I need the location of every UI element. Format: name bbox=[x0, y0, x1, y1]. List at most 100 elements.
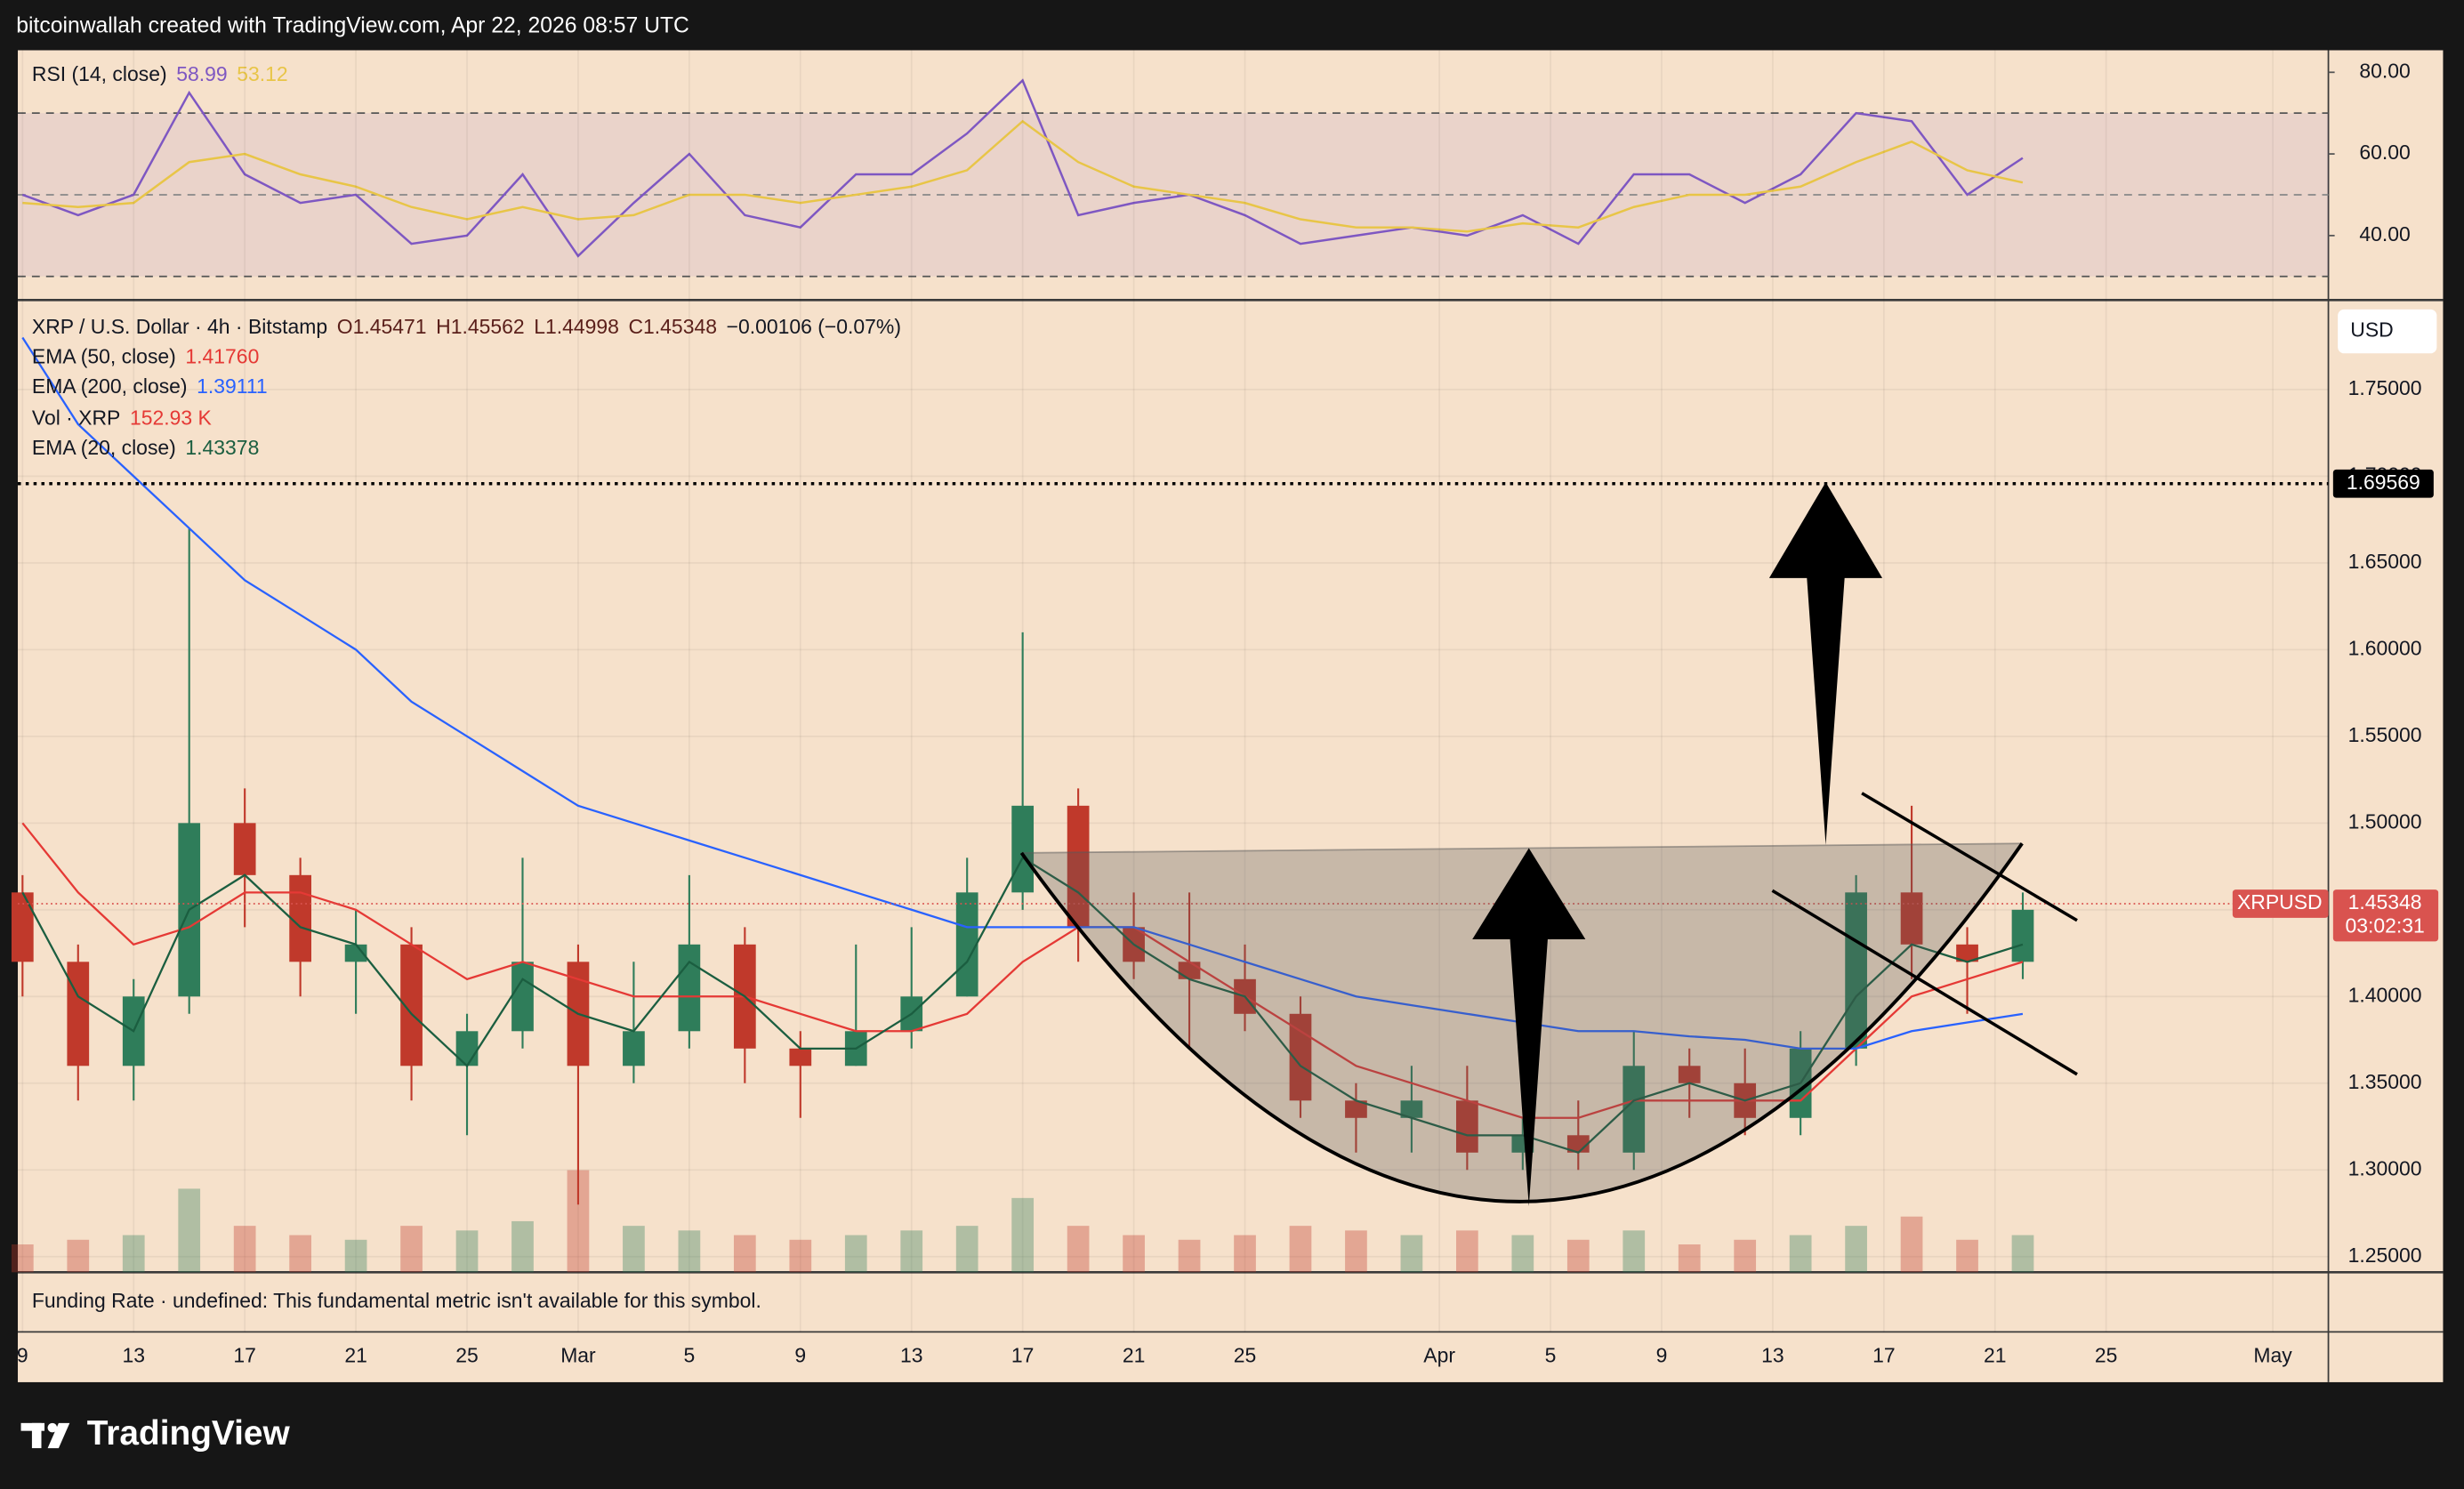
legend-text: 152.93 K bbox=[130, 406, 213, 430]
candle-body bbox=[289, 874, 311, 962]
volume-bar bbox=[1456, 1230, 1478, 1273]
volume-bar bbox=[623, 1226, 645, 1273]
candle-body bbox=[678, 944, 701, 1032]
volume-bar bbox=[233, 1226, 256, 1273]
volume-bar bbox=[511, 1220, 534, 1273]
x-tick-label: 25 bbox=[455, 1344, 479, 1367]
symbol-label: XRPUSD bbox=[2237, 890, 2323, 914]
volume-bar bbox=[344, 1239, 367, 1273]
rsi-line bbox=[21, 78, 2024, 258]
ema-line bbox=[21, 856, 2024, 1155]
x-tick-label: 21 bbox=[1123, 1344, 1146, 1367]
arrow bbox=[1472, 848, 1586, 1207]
x-tick-label: 21 bbox=[344, 1344, 367, 1367]
legend-text: EMA (200, close) bbox=[32, 374, 188, 398]
y-tick-label: 40.00 bbox=[2359, 222, 2410, 245]
symbol-label-box bbox=[2232, 889, 2329, 918]
last-price-label: 1.45348 bbox=[2348, 890, 2422, 914]
legend-text: C1.45348 bbox=[628, 315, 716, 338]
candle-body bbox=[11, 892, 34, 962]
volume-bar bbox=[1900, 1216, 1923, 1273]
candle-body bbox=[455, 1031, 479, 1066]
candle-body bbox=[344, 944, 367, 962]
x-tick-label: 17 bbox=[1872, 1344, 1896, 1367]
x-tick-label: 5 bbox=[1545, 1344, 1557, 1367]
x-tick-label: Apr bbox=[1423, 1344, 1455, 1367]
legend-text: −0.00106 (−0.07%) bbox=[727, 315, 901, 338]
price-pane: 9 13 17 21 25 Mar 5 9 13 17 21 25 Apr 5 9 13 17 21 25 May 1.… bbox=[11, 50, 2439, 1367]
candle-body bbox=[1845, 892, 1867, 1049]
trend-line bbox=[1771, 889, 2078, 1076]
volume-bar bbox=[1734, 1239, 1757, 1273]
volume-bar bbox=[789, 1239, 812, 1273]
y-tick-label: 1.60000 bbox=[2348, 636, 2422, 659]
volume-bar bbox=[733, 1235, 756, 1273]
candle-body bbox=[789, 1048, 812, 1066]
logo-part bbox=[31, 1422, 42, 1449]
candle-body bbox=[1345, 1100, 1367, 1118]
candle-body bbox=[1678, 1066, 1701, 1083]
legend-text: XRP / U.S. Dollar · 4h · Bitstamp bbox=[32, 315, 327, 338]
volume-bar bbox=[844, 1235, 867, 1273]
candle-body bbox=[623, 1031, 645, 1066]
logo-part bbox=[47, 1422, 70, 1449]
candle-body bbox=[67, 962, 90, 1066]
funding-text: Funding Rate · undefined: This fundament… bbox=[32, 1289, 761, 1312]
candle-body bbox=[2011, 909, 2034, 962]
y-tick-label: 60.00 bbox=[2359, 141, 2410, 164]
countdown-label: 03:02:31 bbox=[2345, 914, 2424, 938]
x-tick-label: 5 bbox=[683, 1344, 695, 1367]
volume-bar bbox=[1067, 1226, 1090, 1273]
header-text: bitcoinwallah created with TradingView.c… bbox=[16, 14, 689, 38]
y-tick-label: 1.55000 bbox=[2348, 723, 2422, 746]
volume-bar bbox=[178, 1188, 201, 1273]
last-price-box bbox=[2332, 889, 2439, 942]
volume-bar bbox=[1123, 1235, 1145, 1273]
cup-curve bbox=[1019, 842, 2024, 1203]
x-tick-label: 17 bbox=[1011, 1344, 1035, 1367]
x-tick-label: 13 bbox=[900, 1344, 923, 1367]
candle-body bbox=[1011, 805, 1035, 893]
volume-bar bbox=[1678, 1244, 1701, 1273]
y-tick-label: 1.65000 bbox=[2348, 550, 2422, 573]
legend-text: EMA (20, close) bbox=[32, 436, 176, 459]
y-tick-label: 80.00 bbox=[2359, 59, 2410, 82]
y-tick-label: 1.30000 bbox=[2348, 1156, 2422, 1179]
x-tick-label: 13 bbox=[122, 1344, 145, 1367]
volume-bar bbox=[400, 1226, 423, 1273]
candle-body bbox=[233, 823, 256, 875]
ema-line bbox=[21, 822, 2024, 1119]
candle-body bbox=[1400, 1100, 1423, 1118]
currency-box bbox=[2338, 309, 2437, 354]
legend-text: 1.41760 bbox=[185, 345, 259, 368]
volume-bar bbox=[1566, 1239, 1590, 1273]
price-line-label: 1.69569 bbox=[2347, 471, 2420, 494]
currency-label: USD bbox=[2350, 318, 2393, 342]
ema-line bbox=[21, 336, 2024, 1050]
legend-text: L1.44998 bbox=[534, 315, 619, 338]
volume-bar bbox=[1845, 1226, 1867, 1273]
cup-rim bbox=[1021, 842, 2023, 854]
volume-bar bbox=[1289, 1226, 1312, 1273]
x-tick-label: 17 bbox=[233, 1344, 256, 1367]
legend-text: H1.45562 bbox=[436, 315, 524, 338]
volume-bar bbox=[289, 1235, 311, 1273]
arrow bbox=[1768, 482, 1883, 846]
logo-part bbox=[47, 1422, 58, 1433]
drawings bbox=[1019, 482, 2078, 1207]
x-tick-label: 21 bbox=[1984, 1344, 2007, 1367]
volume-bar bbox=[1956, 1239, 1978, 1273]
x-tick-label: Mar bbox=[560, 1344, 596, 1367]
chart-panel bbox=[18, 50, 2444, 1382]
y-tick-label: 1.40000 bbox=[2348, 983, 2422, 1006]
legend-text: 1.39111 bbox=[197, 374, 268, 398]
volume-bar bbox=[678, 1230, 701, 1273]
volume-bar bbox=[1400, 1235, 1423, 1273]
trend-line bbox=[1861, 792, 2078, 922]
volume-bar bbox=[955, 1226, 978, 1273]
volume-bar bbox=[1178, 1239, 1201, 1273]
legend-text: EMA (50, close) bbox=[32, 345, 176, 368]
volume-bar bbox=[122, 1235, 145, 1273]
x-tick-label: 9 bbox=[794, 1344, 806, 1367]
